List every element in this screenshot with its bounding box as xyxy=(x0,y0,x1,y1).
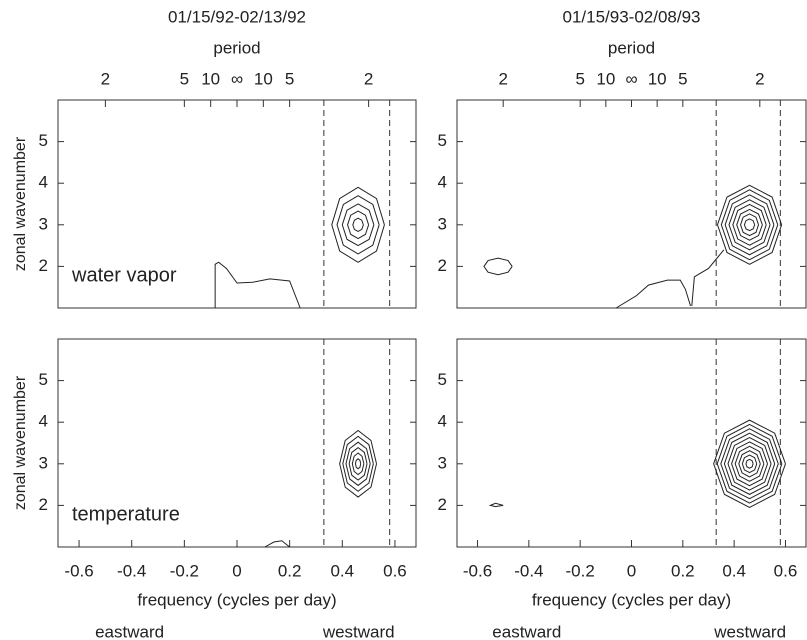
x-tick-label: 0.6 xyxy=(383,561,407,580)
period-tick-label: 10 xyxy=(254,69,273,88)
period-tick-label: 10 xyxy=(648,69,667,88)
x-tick-label: 0.2 xyxy=(278,561,302,580)
direction-label: eastward xyxy=(492,622,561,640)
contour-line xyxy=(728,199,771,251)
contour-line xyxy=(339,429,378,498)
y-tick-label: 3 xyxy=(438,214,447,233)
y-tick-label: 5 xyxy=(438,131,447,150)
y-tick-label: 4 xyxy=(438,412,447,431)
x-tick-label: -0.4 xyxy=(117,561,146,580)
y-tick-label: 4 xyxy=(438,173,447,192)
period-tick-label: 2 xyxy=(498,69,507,88)
contour-line xyxy=(347,210,370,240)
direction-label: eastward xyxy=(95,622,164,640)
x-tick-label: 0.6 xyxy=(774,561,798,580)
y-tick-label: 5 xyxy=(39,131,48,150)
contour-line xyxy=(483,257,513,276)
contour-line xyxy=(331,186,385,263)
contour-line xyxy=(352,217,364,233)
x-tick-label: -0.2 xyxy=(566,561,595,580)
period-tick-label: 2 xyxy=(755,69,764,88)
contour-line xyxy=(720,189,779,261)
period-tick-label: 10 xyxy=(201,69,220,88)
contour-line xyxy=(738,450,761,478)
y-axis-label: zonal wavenumber xyxy=(12,136,29,271)
x-tick-label: -0.6 xyxy=(64,561,93,580)
contour-line xyxy=(723,432,776,495)
contour-line xyxy=(691,249,725,306)
period-tick-label: 5 xyxy=(678,69,687,88)
period-tick-label: 10 xyxy=(596,69,615,88)
y-axis-label: zonal wavenumber xyxy=(12,375,29,510)
period-tick-label: ∞ xyxy=(231,69,243,88)
contour-line xyxy=(731,441,768,487)
x-tick-label: -0.4 xyxy=(514,561,543,580)
period-tick-label: 5 xyxy=(285,69,294,88)
plot-frame xyxy=(456,99,807,309)
contour-line xyxy=(741,454,758,474)
period-tick-label: ∞ xyxy=(625,69,637,88)
contour-line xyxy=(716,423,783,504)
direction-label: westward xyxy=(713,622,786,640)
contour-line xyxy=(732,203,767,246)
panel-title: 01/15/92-02/13/92 xyxy=(168,7,306,26)
contour-line xyxy=(351,452,365,476)
period-tick-label: 5 xyxy=(575,69,584,88)
contour-line xyxy=(488,502,504,508)
y-tick-label: 5 xyxy=(39,370,48,389)
x-tick-label: 0 xyxy=(232,561,241,580)
y-tick-label: 4 xyxy=(39,173,48,192)
x-tick-label: 0.4 xyxy=(722,561,746,580)
contour-line xyxy=(716,184,783,265)
y-tick-label: 3 xyxy=(39,214,48,233)
x-axis-label: frequency (cycles per day) xyxy=(532,590,731,609)
panel-label: temperature xyxy=(72,503,180,525)
panel-label: water vapor xyxy=(71,264,177,286)
panel-title: 01/15/93-02/08/93 xyxy=(562,7,700,26)
x-tick-label: -0.2 xyxy=(170,561,199,580)
x-tick-label: 0.2 xyxy=(671,561,695,580)
x-axis-label: frequency (cycles per day) xyxy=(137,590,336,609)
contour-line xyxy=(348,446,368,481)
y-tick-label: 3 xyxy=(438,453,447,472)
contour-line xyxy=(615,279,691,309)
contour-line xyxy=(264,540,290,548)
contour-line xyxy=(354,458,362,470)
direction-label: westward xyxy=(322,622,395,640)
contour-line xyxy=(724,194,775,256)
contour-line xyxy=(342,435,374,492)
y-tick-label: 2 xyxy=(39,495,48,514)
y-tick-label: 2 xyxy=(438,495,447,514)
period-label: period xyxy=(213,38,260,57)
contour-line xyxy=(713,419,786,509)
contour-line xyxy=(214,261,301,309)
contour-line xyxy=(740,213,759,237)
y-tick-label: 2 xyxy=(39,256,48,275)
y-tick-label: 4 xyxy=(39,412,48,431)
contour-line xyxy=(734,445,765,482)
contour-line xyxy=(745,458,754,469)
contour-line xyxy=(727,437,772,491)
period-tick-label: 5 xyxy=(180,69,189,88)
y-tick-label: 5 xyxy=(438,370,447,389)
contour-line xyxy=(736,208,763,241)
contour-line xyxy=(720,428,779,500)
contour-line xyxy=(345,441,371,487)
x-tick-label: 0 xyxy=(627,561,636,580)
y-tick-label: 3 xyxy=(39,453,48,472)
period-tick-label: 2 xyxy=(101,69,110,88)
x-tick-label: -0.6 xyxy=(463,561,492,580)
x-tick-label: 0.4 xyxy=(330,561,354,580)
contour-line xyxy=(336,195,380,255)
y-tick-label: 2 xyxy=(438,256,447,275)
plot-frame xyxy=(456,338,807,548)
contour-line xyxy=(341,203,375,247)
period-tick-label: 2 xyxy=(364,69,373,88)
contour-line xyxy=(743,218,756,232)
period-label: period xyxy=(608,38,655,57)
